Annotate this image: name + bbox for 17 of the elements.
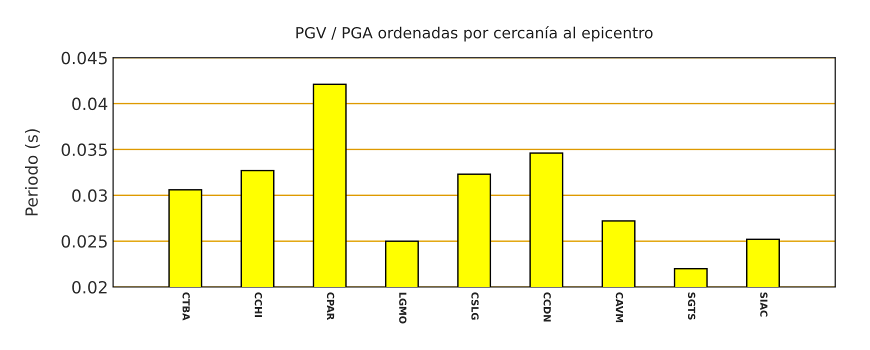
y-axis-title: Periodo (s) <box>24 129 40 216</box>
x-tick-label: LGMO <box>399 292 406 324</box>
y-tick-label: 0.035 <box>62 143 107 156</box>
y-tick-label: 0.025 <box>62 235 107 248</box>
y-tick-label: 0.04 <box>72 98 108 110</box>
y-tick-label: 0.03 <box>72 189 107 202</box>
y-tick-label: 0.02 <box>72 280 107 294</box>
x-tick-label: CPAR <box>326 292 334 320</box>
x-tick-label: CCDN <box>544 292 551 322</box>
x-tick-label: SGTS <box>688 292 696 320</box>
x-tick-label: CAVM <box>616 292 624 322</box>
x-tick-label: SIAC <box>760 292 768 317</box>
x-tick-label: CTBA <box>182 292 190 321</box>
x-tick-label: CSLG <box>471 292 479 320</box>
y-tick-label: 0.045 <box>62 52 107 64</box>
x-tick-label: CCHI <box>254 292 262 317</box>
chart-title: PGV / PGA ordenadas por cercanía al epicentro <box>296 26 653 42</box>
